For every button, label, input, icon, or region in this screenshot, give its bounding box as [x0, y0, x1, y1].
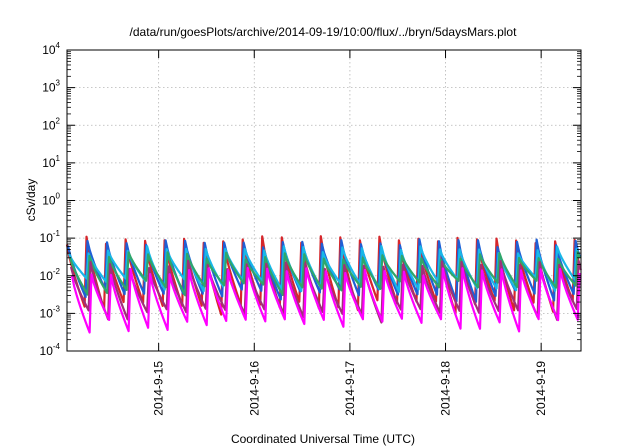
- x-axis-label: Coordinated Universal Time (UTC): [231, 432, 415, 446]
- y-tick-label: 10-2: [40, 267, 61, 283]
- y-tick-base: 10: [42, 81, 56, 95]
- x-tick-label: 2014-9-18: [439, 361, 453, 416]
- series-line: [68, 250, 581, 297]
- y-tick-label: 104: [42, 41, 60, 57]
- y-tick-exponent: 1: [56, 154, 61, 163]
- x-tick-label: 2014-9-15: [152, 361, 166, 416]
- y-tick-exponent: -4: [53, 342, 61, 351]
- x-tick-label: 2014-9-16: [247, 361, 261, 416]
- x-tick-label: 2014-9-17: [343, 361, 357, 416]
- y-tick-base: 10: [42, 43, 56, 57]
- y-axis-label: cSv/day: [24, 179, 38, 222]
- y-tick-exponent: 3: [56, 79, 61, 88]
- y-tick-label: 102: [42, 116, 60, 132]
- y-tick-label: 100: [42, 192, 60, 208]
- y-tick-base: 10: [42, 194, 56, 208]
- y-tick-base: 10: [42, 118, 56, 132]
- y-tick-exponent: -3: [53, 304, 61, 313]
- x-axis: 2014-9-15 2014-9-16 2014-9-17 2014-9-18 2014…: [152, 50, 548, 416]
- y-tick-exponent: 0: [56, 192, 61, 201]
- y-tick-base: 10: [40, 344, 54, 358]
- y-tick-label: 10-4: [40, 342, 61, 358]
- y-tick-label: 10-1: [40, 229, 61, 245]
- y-tick-exponent: 2: [56, 116, 61, 125]
- series-line: [70, 266, 581, 334]
- y-tick-exponent: 4: [56, 41, 61, 50]
- y-tick-label: 10-3: [40, 304, 61, 320]
- y-tick-exponent: -1: [53, 229, 61, 238]
- chart-title: /data/run/goesPlots/archive/2014-09-19/1…: [130, 25, 518, 39]
- y-tick-base: 10: [40, 269, 54, 283]
- x-tick-label: 2014-9-19: [534, 361, 548, 416]
- series-layer: [65, 235, 582, 334]
- y-tick-base: 10: [42, 156, 56, 170]
- y-tick-label: 101: [42, 154, 60, 170]
- y-tick-base: 10: [40, 306, 54, 320]
- y-tick-label: 103: [42, 79, 60, 95]
- y-tick-base: 10: [40, 231, 54, 245]
- y-tick-exponent: -2: [53, 267, 61, 276]
